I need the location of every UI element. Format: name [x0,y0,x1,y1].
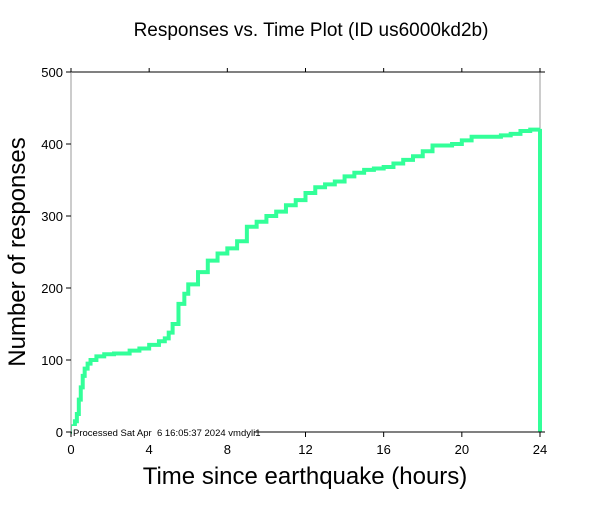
data-point [285,204,287,206]
data-point [480,136,482,138]
data-point [129,350,131,352]
data-point [383,166,385,168]
data-point [344,175,346,177]
data-point [510,133,512,135]
x-tick-label: 20 [455,442,469,457]
y-tick-label: 300 [41,209,63,224]
data-point [500,134,502,136]
data-point [392,162,394,164]
data-point [172,323,174,325]
data-point [451,143,453,145]
y-axis-label: Number of responses [4,137,31,366]
data-point [177,303,179,305]
data-point [138,347,140,349]
data-point [95,355,97,357]
data-point [324,183,326,185]
data-point [334,180,336,182]
chart-title: Responses vs. Time Plot (ID us6000kd2b) [134,20,489,41]
data-point [113,353,115,355]
data-point [519,130,521,132]
data-point [275,211,277,213]
data-point [441,144,443,146]
x-axis-label: Time since earthquake (hours) [143,463,468,490]
data-point [412,155,414,157]
data-point [84,368,86,370]
data-point [363,169,365,171]
x-tick-label: 0 [67,442,74,457]
data-point [74,420,76,422]
data-point [265,215,267,217]
x-tick-label: 12 [298,442,312,457]
data-point [305,192,306,194]
y-tick-label: 200 [41,281,63,296]
data-point [539,128,541,130]
y-tick-label: 400 [41,137,63,152]
x-tick-label: 8 [224,442,231,457]
data-point [168,332,170,334]
data-point [226,247,228,249]
data-point [471,136,473,138]
data-point [529,129,531,131]
data-point [164,337,166,339]
data-point [82,375,84,377]
data-point [87,363,89,365]
data-point [183,293,185,295]
data-point [103,353,105,355]
data-point [422,150,424,152]
data-point [246,226,248,228]
data-point [402,159,404,161]
data-point [197,271,199,273]
x-tick-label: 4 [146,442,153,457]
data-point [461,139,463,141]
data-point [314,186,316,188]
data-point [148,344,150,346]
x-tick-label: 24 [533,442,547,457]
data-point [80,386,82,388]
data-point [90,359,92,361]
data-point [256,221,258,223]
annotation-bg [72,426,254,438]
data-point [158,340,160,342]
y-tick-label: 0 [56,425,63,440]
processed-annotation: Processed Sat Apr 6 16:05:37 2024 vmdyli… [73,428,260,439]
data-point [432,144,434,146]
x-tick-label: 16 [376,442,390,457]
data-point [353,172,355,174]
data-point [78,399,80,401]
data-point [373,167,375,169]
data-point [187,283,189,285]
data-point [295,199,297,201]
y-tick-label: 500 [41,65,63,80]
y-tick-label: 100 [41,353,63,368]
data-point [76,413,78,415]
data-point [236,240,238,242]
data-point [207,260,209,262]
response-series-line [70,127,542,434]
data-point [217,252,219,254]
